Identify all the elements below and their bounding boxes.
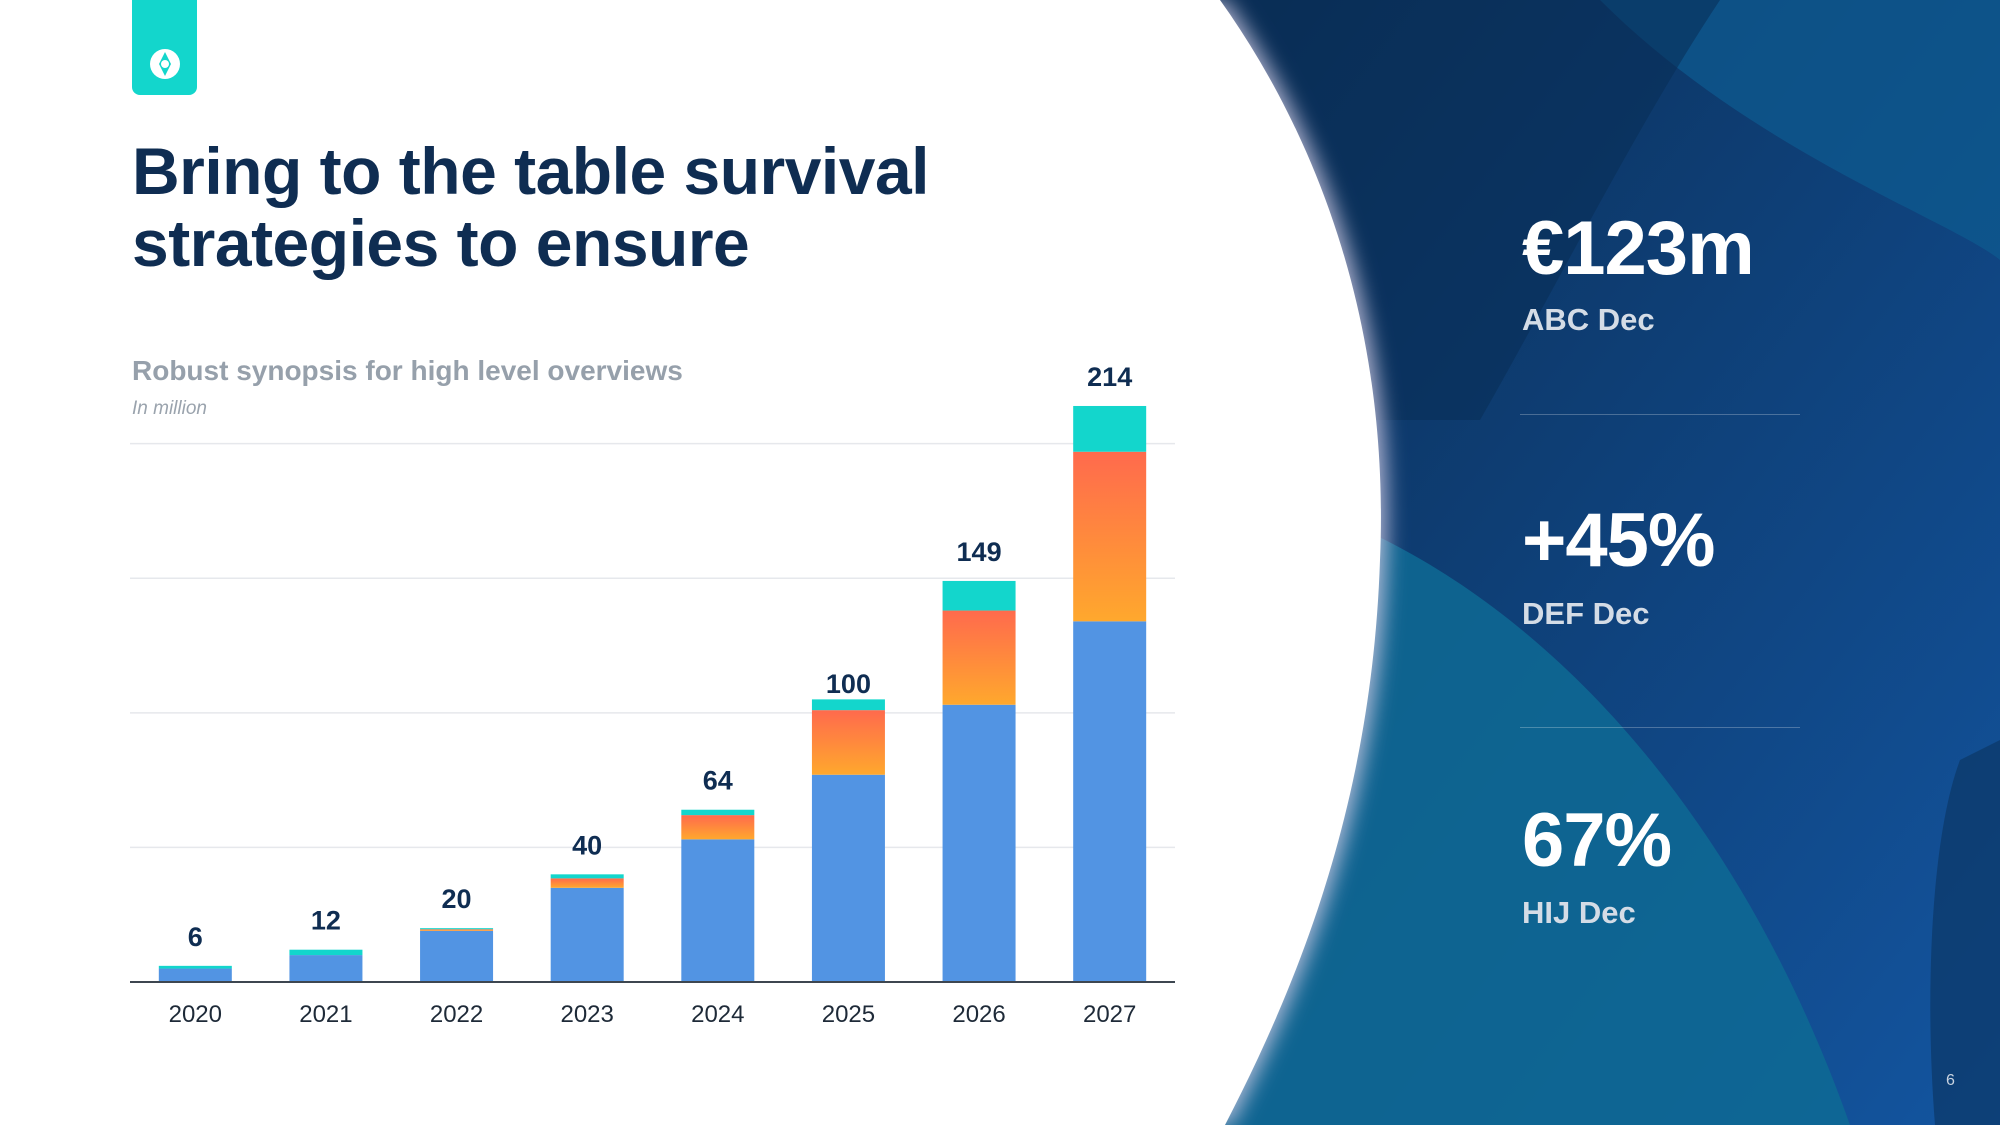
bar-segment-base	[681, 839, 755, 982]
bar-segment-middle	[420, 929, 494, 931]
kpi-divider	[1520, 414, 1800, 415]
bar-segment-top	[550, 874, 624, 879]
bar-total-label: 100	[826, 669, 871, 699]
brand-logo	[132, 0, 197, 95]
slide-title: Bring to the table survival strategies t…	[132, 134, 930, 280]
kpi-abc-label: ABC Dec	[1522, 302, 1655, 337]
bar-segment-top	[158, 965, 232, 969]
x-tick-label: 2026	[952, 1001, 1005, 1028]
bar-segment-middle	[1073, 451, 1147, 622]
bar-total-label: 6	[188, 922, 203, 952]
logo-icon	[150, 49, 180, 79]
bar-segment-base	[420, 930, 494, 982]
kpi-abc-value: €123m	[1522, 206, 1755, 291]
bar-segment-base	[289, 955, 363, 982]
bar-segment-top	[681, 809, 755, 816]
x-tick-label: 2021	[299, 1001, 352, 1028]
page-number: 6	[1946, 1072, 1955, 1089]
x-tick-label: 2023	[560, 1001, 613, 1028]
kpi-divider	[1520, 727, 1800, 728]
bar-segment-middle	[681, 815, 755, 840]
bar-total-label: 20	[442, 884, 472, 914]
bar-segment-top	[289, 949, 363, 956]
bar-segment-base	[158, 968, 232, 982]
bar-total-label: 64	[703, 766, 733, 796]
bar-segment-top	[811, 699, 885, 711]
x-tick-label: 2022	[430, 1001, 483, 1028]
kpi-hij-value: 67%	[1522, 798, 1672, 883]
x-tick-label: 2024	[691, 1001, 744, 1028]
bar-total-label: 12	[311, 906, 341, 936]
chart-subtitle: Robust synopsis for high level overviews	[132, 355, 683, 386]
bar-total-label: 214	[1087, 362, 1132, 392]
bar-segment-base	[942, 704, 1016, 982]
bar-segment-top	[942, 580, 1016, 611]
bar-total-label: 40	[572, 830, 602, 860]
kpi-def-value: +45%	[1522, 498, 1715, 583]
bar-segment-top	[1073, 405, 1147, 452]
bar-segment-top	[420, 928, 494, 930]
bar-total-label: 149	[957, 537, 1002, 567]
chart-units: In million	[132, 398, 207, 419]
bar-segment-base	[811, 774, 885, 982]
bar-segment-middle	[550, 878, 624, 888]
bar-segment-middle	[811, 710, 885, 775]
x-tick-label: 2025	[822, 1001, 875, 1028]
kpi-def-label: DEF Dec	[1522, 596, 1650, 631]
bar-segment-middle	[942, 610, 1016, 705]
x-tick-label: 2020	[169, 1001, 222, 1028]
x-tick-label: 2027	[1083, 1001, 1136, 1028]
bar-segment-base	[1073, 621, 1147, 982]
bar-segment-base	[550, 887, 624, 982]
kpi-hij-label: HIJ Dec	[1522, 895, 1636, 930]
